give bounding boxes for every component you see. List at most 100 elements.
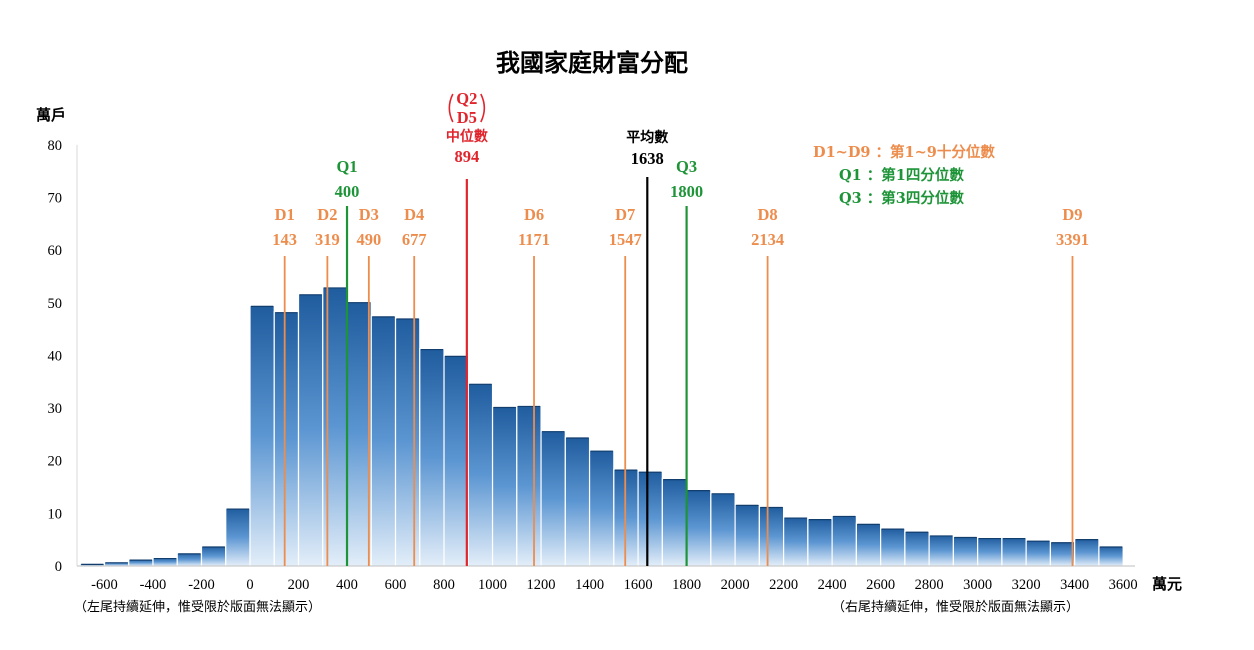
median-right-paren: [480, 93, 486, 123]
y-tick-label: 80: [48, 138, 63, 154]
right-tail-note: （右尾持續延伸，惟受限於版面無法顯示）: [832, 599, 1079, 615]
x-tick-label: 2400: [818, 577, 847, 593]
x-tick-label: 400: [336, 577, 358, 593]
left-tail-note: （左尾持續延伸，惟受限於版面無法顯示）: [74, 599, 321, 615]
marker-label-median: Q2: [456, 89, 477, 108]
histogram-bar: [370, 315, 397, 567]
marker-label-mean: 平均數: [626, 129, 668, 146]
histogram-bar: [1049, 541, 1076, 567]
histogram-bar: [685, 489, 712, 567]
histogram-bar: [297, 293, 324, 567]
marker-label-q3: Q3: [676, 157, 697, 176]
x-tick-label: 3400: [1060, 577, 1089, 593]
median-left-paren: [448, 93, 454, 123]
x-tick-label: 600: [385, 577, 407, 593]
histogram-bar: [977, 536, 1003, 567]
x-tick-label: -400: [140, 577, 167, 593]
histogram-bar: [710, 492, 736, 567]
marker-label-median: D5: [457, 108, 477, 127]
histogram-bar: [249, 304, 275, 567]
histogram-bar: [419, 347, 445, 567]
marker-label-d6: 1171: [518, 230, 550, 249]
y-tick-label: 70: [48, 190, 63, 206]
y-tick-label: 0: [55, 559, 62, 575]
y-tick-label: 30: [48, 401, 63, 417]
histogram-bar: [1098, 545, 1124, 567]
marker-label-d6: D6: [524, 205, 544, 224]
marker-label-d1: D1: [275, 205, 295, 224]
legend-item: Q1 ：第1四分位數: [839, 166, 964, 184]
marker-label-d3: D3: [359, 205, 379, 224]
marker-label-d2: 319: [315, 230, 340, 249]
y-tick-label: 40: [48, 348, 63, 364]
marker-label-d8: D8: [758, 205, 778, 224]
legend: D1~D9 ：第1~9十分位數 Q1 ：第1四分位數 Q3 ：第3四分位數: [813, 143, 995, 207]
marker-label-q1: 400: [335, 182, 360, 201]
histogram-bar: [467, 382, 494, 567]
y-tick-label: 50: [48, 296, 63, 312]
histogram-bar: [443, 354, 469, 567]
histogram-bar: [637, 470, 663, 567]
legend-item: D1~D9 ：第1~9十分位數: [813, 143, 995, 161]
histogram-bar: [516, 404, 542, 567]
histogram-bar: [1025, 539, 1052, 567]
histogram-bar: [564, 436, 591, 567]
axes: 0 10 20 30 40 50 60 70 80 -600 -400 -200 0 200 400 600 8…: [48, 138, 1138, 593]
histogram-bar: [807, 518, 833, 567]
x-tick-label: 2200: [769, 577, 798, 593]
histogram-bar: [661, 478, 688, 567]
x-tick-label: 1000: [478, 577, 507, 593]
marker-label-d9: 3391: [1056, 230, 1089, 249]
marker-label-median: 894: [454, 147, 479, 166]
x-tick-label: 0: [246, 577, 253, 593]
histogram-bar: [394, 317, 421, 567]
histogram-bar: [588, 449, 615, 567]
x-tick-label: 1600: [624, 577, 653, 593]
legend-item: Q3 ：第3四分位數: [839, 189, 964, 207]
marker-label-q1: Q1: [336, 157, 357, 176]
histogram-bar: [758, 505, 785, 567]
histogram-bar: [952, 535, 979, 567]
histogram-bar: [176, 552, 203, 567]
histogram-bar: [880, 527, 906, 567]
x-tick-label: 800: [433, 577, 455, 593]
x-tick-label: 1800: [672, 577, 701, 593]
histogram-bars: [79, 286, 1124, 567]
x-tick-label: 2800: [915, 577, 944, 593]
histogram-bar: [1074, 538, 1100, 567]
marker-label-d9: D9: [1062, 205, 1082, 224]
y-tick-label: 60: [48, 243, 63, 259]
x-tick-label: 3000: [963, 577, 992, 593]
marker-label-d1: 143: [272, 230, 297, 249]
marker-label-d7: 1547: [609, 230, 642, 249]
chart-title: 我國家庭財富分配: [496, 48, 688, 77]
x-tick-label: 3200: [1012, 577, 1041, 593]
histogram-bar: [928, 534, 954, 567]
marker-label-q3: 1800: [670, 182, 703, 201]
marker-label-d8: 2134: [751, 230, 784, 249]
marker-label-d4: D4: [404, 205, 424, 224]
histogram-bar: [1001, 536, 1027, 567]
histogram-bar: [540, 430, 566, 567]
y-tick-label: 20: [48, 454, 63, 470]
histogram-bar: [225, 507, 251, 567]
marker-label-d4: 677: [402, 230, 427, 249]
marker-label-d2: D2: [317, 205, 337, 224]
x-tick-label: 2000: [721, 577, 750, 593]
histogram-bar: [783, 516, 809, 567]
histogram-bar: [346, 301, 372, 567]
x-tick-label: -600: [91, 577, 118, 593]
y-tick-label: 10: [48, 506, 63, 522]
x-axis-unit: 萬元: [1152, 575, 1182, 593]
x-tick-label: 1400: [575, 577, 604, 593]
marker-label-d3: 490: [356, 230, 381, 249]
histogram-bar: [322, 286, 348, 567]
x-tick-label: 1200: [527, 577, 556, 593]
x-tick-label: 200: [288, 577, 310, 593]
y-axis-unit: 萬戶: [36, 106, 66, 124]
histogram-bar: [855, 522, 882, 567]
marker-label-mean: 1638: [631, 149, 664, 168]
marker-label-d7: D7: [615, 205, 635, 224]
